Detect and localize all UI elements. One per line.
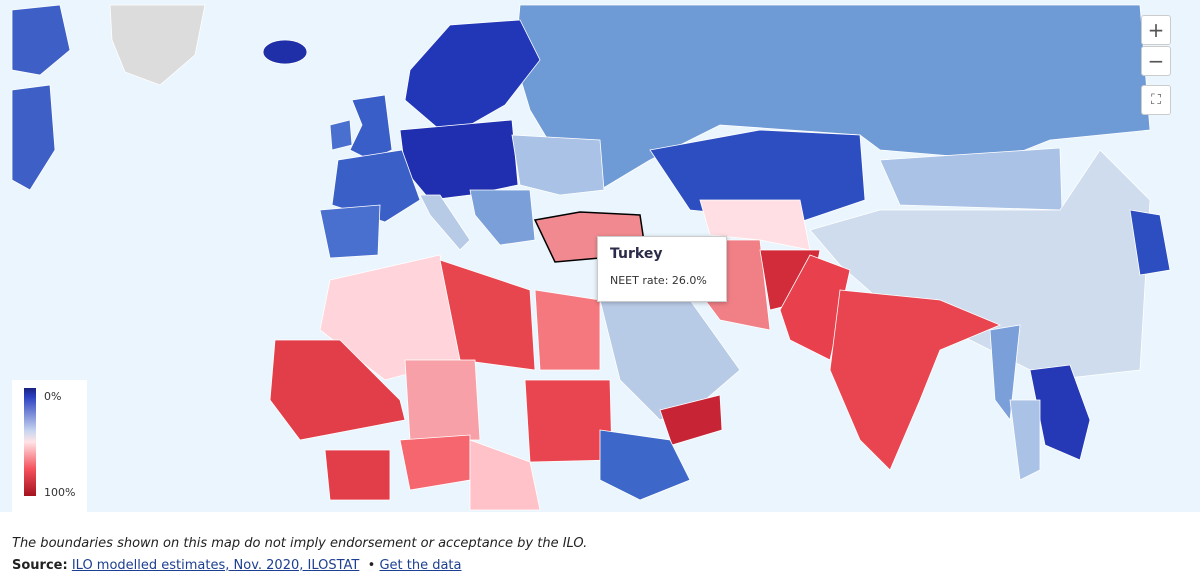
niger-chad — [404, 359, 481, 441]
nigeria — [399, 434, 471, 491]
spain — [319, 204, 381, 259]
footer: The boundaries shown on this map do not … — [12, 536, 587, 573]
map — [0, 0, 1200, 512]
ethiopia — [599, 429, 691, 501]
libya — [439, 259, 536, 371]
india — [829, 289, 1002, 471]
italy — [419, 194, 471, 251]
yemen — [659, 394, 723, 446]
ireland — [329, 119, 353, 151]
canada-east — [11, 84, 56, 191]
korea — [1129, 209, 1171, 276]
vietnam — [1029, 364, 1091, 461]
canada — [11, 4, 71, 76]
source-link[interactable]: ILO modelled estimates, Nov. 2020, ILOST… — [71, 558, 360, 573]
legend: 0% 100% — [12, 380, 87, 512]
disclaimer: The boundaries shown on this map do not … — [12, 536, 588, 551]
source-line: Source: ILO modelled estimates, Nov. 202… — [12, 558, 587, 573]
france — [331, 149, 421, 223]
sudan — [524, 379, 613, 463]
egypt — [534, 289, 601, 371]
zoom-out[interactable]: − — [1141, 46, 1171, 76]
central-asia — [699, 199, 811, 251]
tooltip-title: Turkey — [610, 246, 663, 262]
data-link[interactable]: Get the data — [379, 558, 462, 573]
russia — [514, 4, 1151, 191]
pakistan — [779, 254, 851, 361]
thailand — [1009, 399, 1041, 481]
tooltip-text: NEET rate: 26.0% — [610, 274, 707, 287]
fullscreen[interactable]: ⛶ — [1141, 85, 1171, 115]
ukraine — [511, 134, 605, 196]
china — [809, 149, 1151, 381]
iceland — [262, 39, 308, 65]
balkans — [469, 189, 536, 246]
tooltip: Turkey NEET rate: 26.0% — [597, 236, 727, 302]
myanmar — [989, 324, 1021, 422]
source-label: Source: — [12, 558, 68, 573]
separator: • — [367, 558, 376, 573]
greenland — [109, 4, 206, 86]
legend-max: 100% — [44, 486, 76, 499]
color-scale — [24, 388, 36, 496]
scandinavia — [404, 19, 541, 131]
west-sahel — [269, 339, 406, 441]
zoom-in[interactable]: + — [1141, 15, 1171, 45]
central-africa — [469, 439, 541, 511]
legend-min: 0% — [44, 390, 62, 403]
kazakhstan — [649, 129, 866, 223]
gulf-of-guinea — [324, 449, 391, 501]
